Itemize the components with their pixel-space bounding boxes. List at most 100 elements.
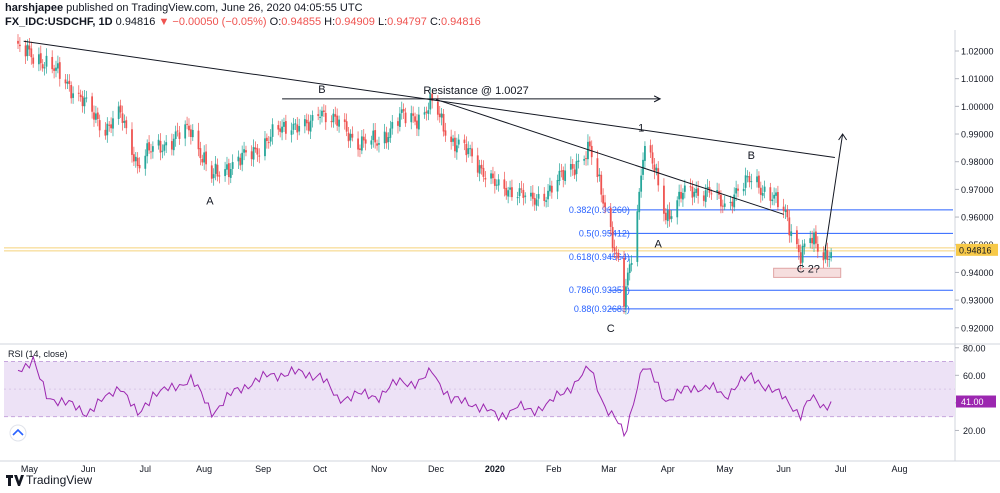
- author-name[interactable]: harshjapee: [5, 2, 64, 14]
- candle-body: [721, 205, 724, 207]
- candle-body: [77, 92, 80, 94]
- last-price: 0.94816: [115, 16, 156, 28]
- candle-body: [110, 124, 112, 129]
- candle-body: [533, 198, 536, 205]
- candle-body: [682, 192, 684, 200]
- candle-body: [64, 79, 67, 84]
- candle-body: [41, 64, 44, 69]
- candle-body: [85, 97, 88, 99]
- candle-body: [311, 115, 314, 121]
- candle-body: [716, 190, 719, 193]
- candle-body: [710, 193, 713, 195]
- publisher-line: harshjapee published on TradingView.com,…: [5, 2, 363, 14]
- candle-body: [416, 120, 418, 129]
- candle-body: [72, 93, 74, 98]
- candle-body: [678, 191, 681, 200]
- candle-body: [590, 145, 593, 158]
- candle-body: [161, 150, 164, 152]
- candle-body: [444, 130, 447, 136]
- candle-body: [245, 150, 247, 153]
- resistance-arrowhead: [653, 95, 662, 103]
- wave-label: C 2?: [797, 263, 820, 275]
- candle-body: [545, 200, 548, 202]
- candle-body: [322, 110, 325, 112]
- candle-body: [600, 174, 603, 195]
- candle-body: [668, 210, 671, 220]
- candle-body: [250, 151, 253, 160]
- candle-body: [602, 195, 605, 204]
- candle-body: [522, 189, 525, 198]
- candle-body: [112, 118, 114, 129]
- wave-label: A: [206, 196, 214, 208]
- candle-body: [321, 110, 323, 117]
- candle-body: [237, 156, 240, 162]
- fib-level-label: 0.618(0.94564): [569, 252, 630, 262]
- candle-body: [436, 101, 439, 115]
- candle-body: [265, 137, 268, 142]
- candle-body: [24, 45, 27, 57]
- candle-body: [549, 185, 551, 192]
- time-tick-label: Mar: [601, 464, 617, 474]
- candle-body: [596, 158, 599, 177]
- candle-body: [676, 200, 679, 218]
- rsi-tick-label: 80.00: [963, 343, 986, 353]
- candle-body: [735, 188, 738, 194]
- time-tick-label: Oct: [313, 464, 328, 474]
- candle-body: [484, 177, 487, 180]
- candle-body: [172, 138, 175, 151]
- candle-body: [351, 133, 354, 138]
- candle-body: [218, 175, 221, 177]
- low-label: L:: [377, 16, 388, 28]
- tradingview-watermark[interactable]: TradingView: [6, 473, 92, 487]
- candle-body: [457, 139, 460, 145]
- candle-body: [360, 136, 363, 151]
- candle-body: [550, 185, 553, 193]
- candle-body: [828, 258, 831, 260]
- candle-body: [784, 210, 787, 212]
- time-tick-label: Aug: [891, 464, 907, 474]
- current-price-tag: [956, 243, 998, 256]
- candle-body: [640, 175, 643, 192]
- candle-body: [482, 167, 485, 177]
- candle-body: [560, 170, 563, 172]
- time-tick-label: Aug: [196, 464, 212, 474]
- candle-body: [803, 243, 806, 247]
- candle-body: [239, 157, 242, 166]
- collapse-pane-icon[interactable]: [9, 424, 27, 442]
- candle-body: [212, 174, 215, 179]
- candle-body: [744, 175, 747, 188]
- collapse-pane-icon-bg: [9, 424, 27, 442]
- candle-body: [267, 142, 270, 144]
- target-arrow-line: [824, 133, 844, 251]
- candle-body: [186, 123, 188, 125]
- candle-body: [786, 209, 789, 218]
- candle-body: [184, 124, 187, 139]
- candle-body: [144, 155, 147, 169]
- candle-body: [657, 168, 660, 186]
- candle-body: [759, 187, 762, 195]
- candle-body: [720, 194, 722, 207]
- candle-body: [438, 113, 441, 118]
- candle-body: [231, 162, 234, 169]
- candle-body: [283, 122, 285, 127]
- candle-body: [292, 123, 295, 130]
- candle-body: [663, 185, 665, 214]
- fib-level-label: 0.88(0.92683): [574, 304, 630, 314]
- candle-body: [509, 187, 511, 190]
- candle-body: [55, 67, 57, 71]
- candle-body: [809, 238, 812, 244]
- candle-body: [664, 212, 667, 221]
- candle-body: [119, 105, 122, 113]
- time-tick-label: Sep: [255, 464, 271, 474]
- candles-group: [17, 34, 833, 315]
- candle-body: [189, 129, 192, 137]
- candle-body: [214, 163, 217, 174]
- candle-body: [524, 195, 527, 197]
- candle-body: [782, 206, 785, 211]
- candle-body: [799, 252, 802, 264]
- price-tick-label: 0.96000: [961, 213, 994, 223]
- candle-body: [188, 125, 190, 131]
- candle-body: [763, 186, 766, 192]
- candle-body: [516, 197, 519, 199]
